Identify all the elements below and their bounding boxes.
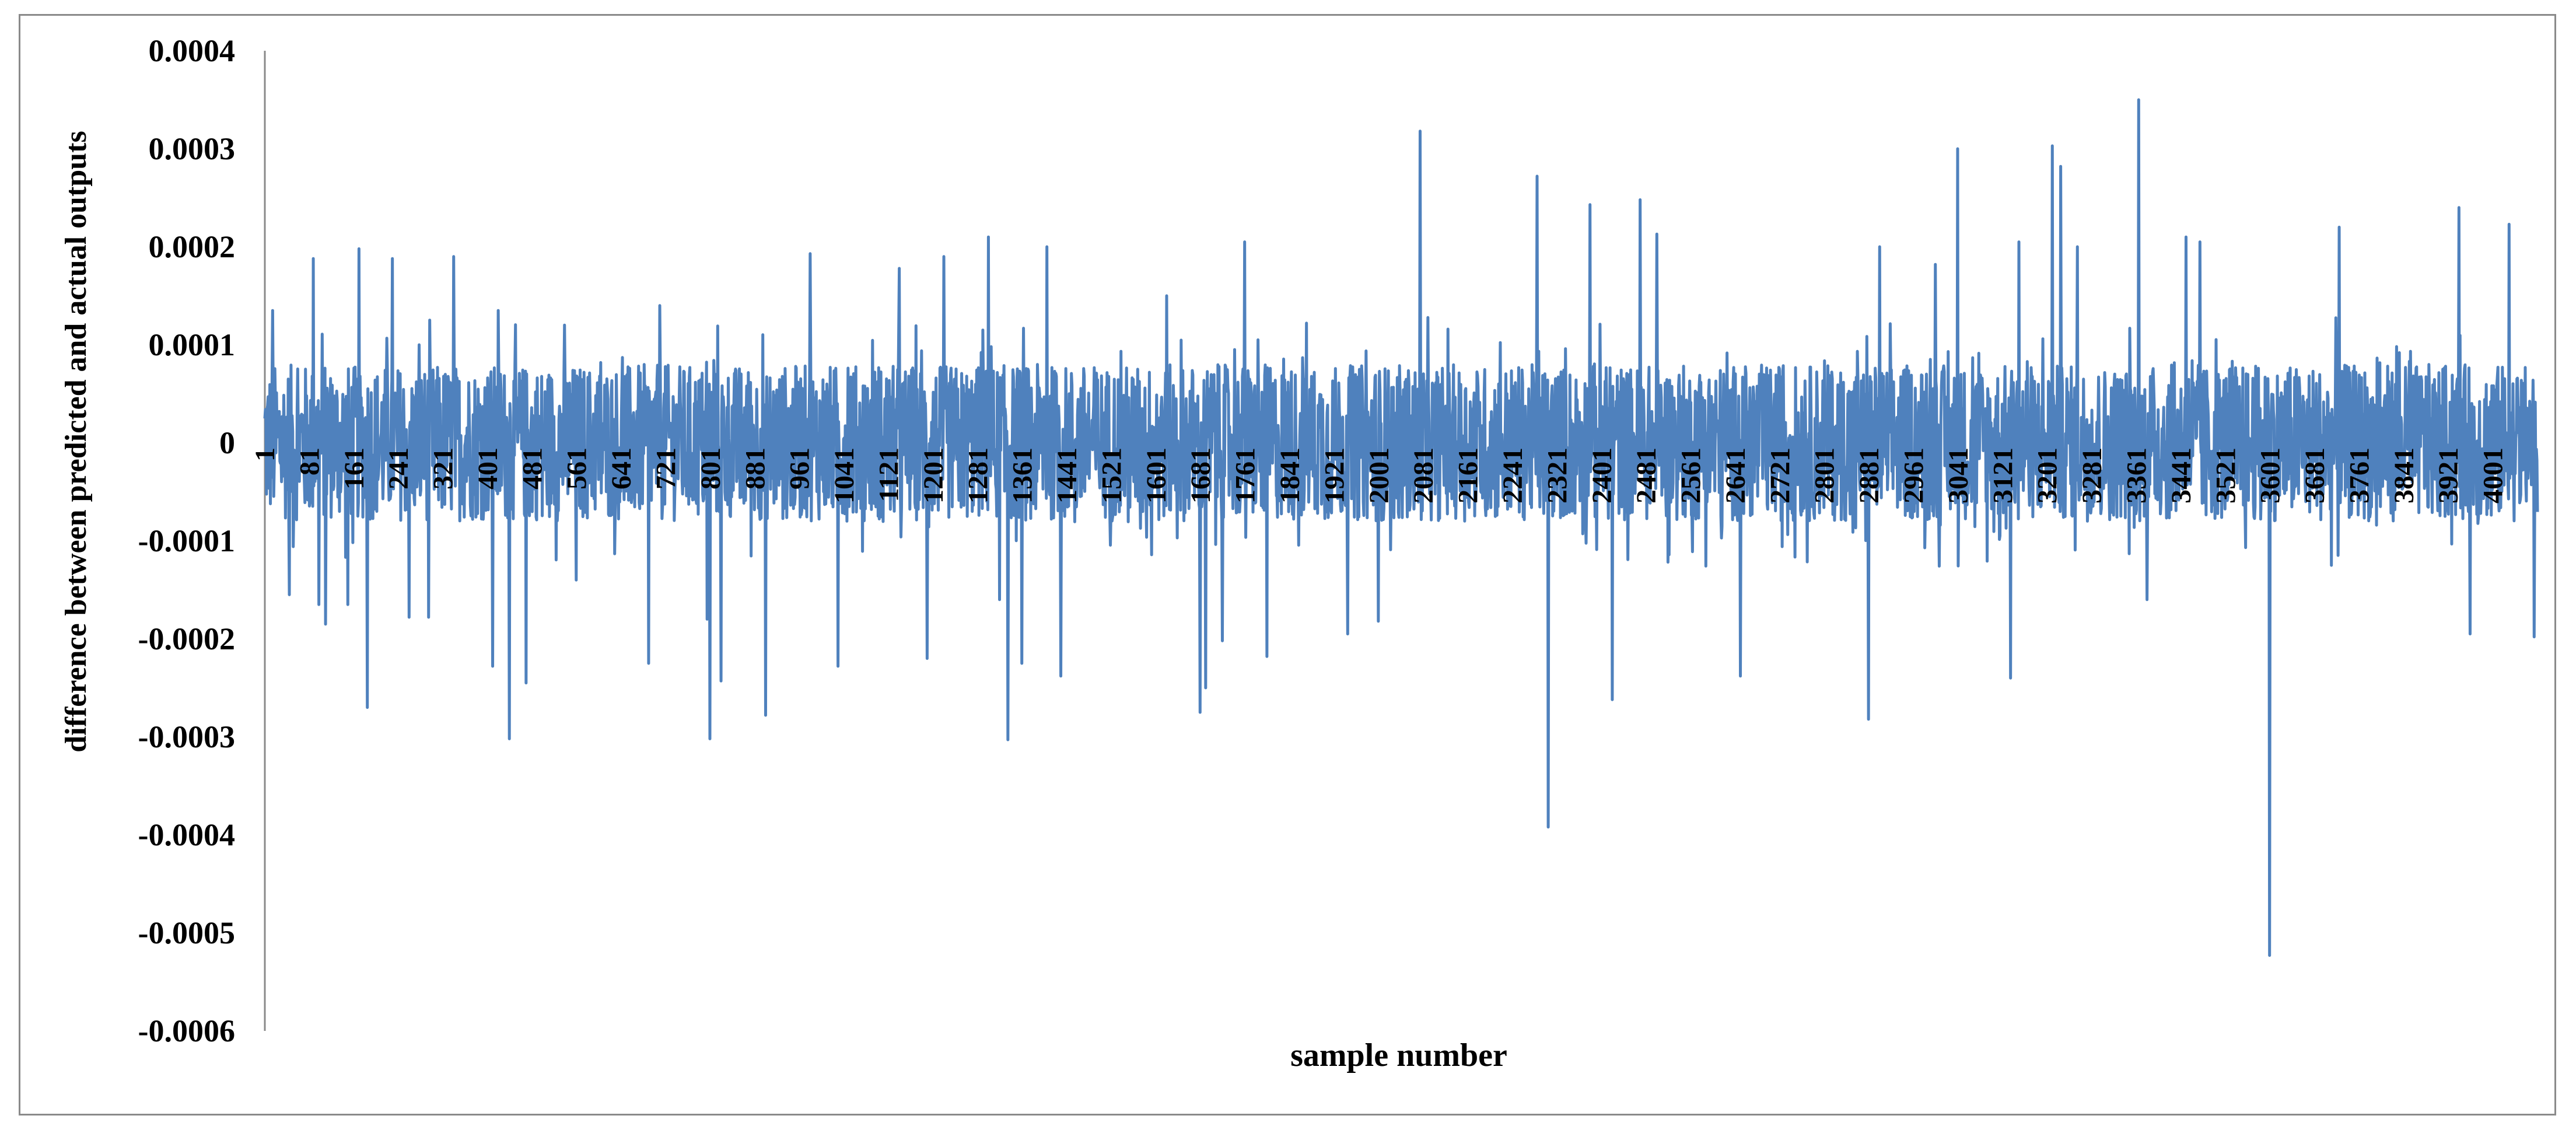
x-tick-label: 3521 — [2210, 447, 2241, 503]
x-tick-label: 401 — [473, 447, 503, 489]
x-tick-label: 2961 — [1899, 447, 1930, 503]
x-tick-label: 1281 — [963, 447, 993, 503]
x-tick-label: 961 — [785, 447, 816, 489]
y-tick-label: -0.0002 — [138, 621, 235, 656]
x-tick-label: 241 — [383, 447, 414, 489]
series-line — [263, 98, 2539, 957]
y-axis-title: difference between predicted and actual … — [60, 131, 93, 752]
plot-area — [263, 51, 2539, 1031]
y-tick-label: 0.0002 — [149, 229, 236, 264]
y-tick-label: 0.0001 — [149, 327, 236, 362]
x-axis-title: sample number — [1290, 1037, 1507, 1073]
x-tick-label: 3201 — [2032, 447, 2063, 503]
x-tick-label: 161 — [339, 447, 370, 489]
y-tick-labels: 0.0004 0.0003 0.0002 0.0001 0 -0.0001 -0.0002 -… — [138, 33, 235, 1048]
x-tick-label: 1201 — [918, 447, 949, 503]
y-tick-label: 0.0004 — [149, 33, 236, 68]
x-tick-label: 1521 — [1097, 447, 1128, 503]
x-tick-label: 2161 — [1453, 447, 1484, 503]
x-tick-label: 561 — [562, 447, 593, 489]
x-tick-label: 1841 — [1275, 447, 1306, 503]
x-tick-label: 2081 — [1408, 447, 1439, 503]
x-tick-label: 3921 — [2433, 447, 2464, 503]
x-tick-label: 3761 — [2344, 447, 2375, 503]
x-tick-label: 3441 — [2166, 447, 2197, 503]
y-tick-label: -0.0001 — [138, 523, 235, 558]
x-tick-label: 321 — [428, 447, 459, 489]
x-tick-label: 2481 — [1631, 447, 1662, 503]
x-tick-label: 1361 — [1007, 447, 1038, 503]
x-tick-label: 1041 — [829, 447, 860, 503]
x-tick-label: 1 — [250, 447, 281, 461]
y-tick-label: -0.0006 — [138, 1013, 235, 1048]
x-tick-label: 81 — [294, 447, 325, 475]
y-tick-label: -0.0004 — [138, 817, 235, 852]
x-tick-label: 2241 — [1497, 447, 1528, 503]
y-tick-label: 0.0003 — [149, 131, 236, 166]
x-tick-label: 3681 — [2300, 447, 2330, 503]
x-tick-label: 3281 — [2077, 447, 2108, 503]
x-tick-label: 4001 — [2478, 447, 2509, 503]
x-tick-label: 2801 — [1810, 447, 1840, 503]
x-tick-label: 721 — [651, 447, 682, 489]
x-tick-label: 3041 — [1943, 447, 1974, 503]
x-tick-label: 3121 — [1987, 447, 2018, 503]
y-tick-label: -0.0005 — [138, 915, 235, 950]
chart-svg: 0.0004 0.0003 0.0002 0.0001 0 -0.0001 -0.0002 -… — [60, 33, 2539, 1073]
y-tick-label: -0.0003 — [138, 719, 235, 754]
x-tick-label: 881 — [740, 447, 771, 489]
x-tick-label: 2881 — [1854, 447, 1885, 503]
x-tick-label: 2721 — [1765, 447, 1796, 503]
x-tick-label: 641 — [606, 447, 637, 489]
x-tick-label: 1761 — [1230, 447, 1261, 503]
x-tick-label: 2401 — [1587, 447, 1618, 503]
chart-frame: 0.0004 0.0003 0.0002 0.0001 0 -0.0001 -0.0002 -… — [19, 14, 2556, 1115]
x-tick-labels: 1 81 161 241 321 401 481 561 641 721 801 881 961 1041… — [250, 447, 2509, 503]
x-tick-label: 3601 — [2255, 447, 2286, 503]
x-tick-label: 1441 — [1052, 447, 1083, 503]
x-tick-label: 2321 — [1542, 447, 1573, 503]
x-tick-label: 1681 — [1185, 447, 1216, 503]
x-tick-label: 3841 — [2389, 447, 2420, 503]
x-tick-label: 2641 — [1720, 447, 1751, 503]
x-tick-label: 2561 — [1676, 447, 1707, 503]
x-tick-label: 2001 — [1364, 447, 1395, 503]
x-tick-label: 1921 — [1319, 447, 1350, 503]
x-tick-label: 481 — [517, 447, 548, 489]
y-tick-label: 0 — [219, 425, 235, 460]
x-tick-label: 1601 — [1141, 447, 1172, 503]
x-tick-label: 1121 — [874, 447, 905, 502]
x-tick-label: 801 — [695, 447, 726, 489]
x-tick-label: 3361 — [2122, 447, 2152, 503]
